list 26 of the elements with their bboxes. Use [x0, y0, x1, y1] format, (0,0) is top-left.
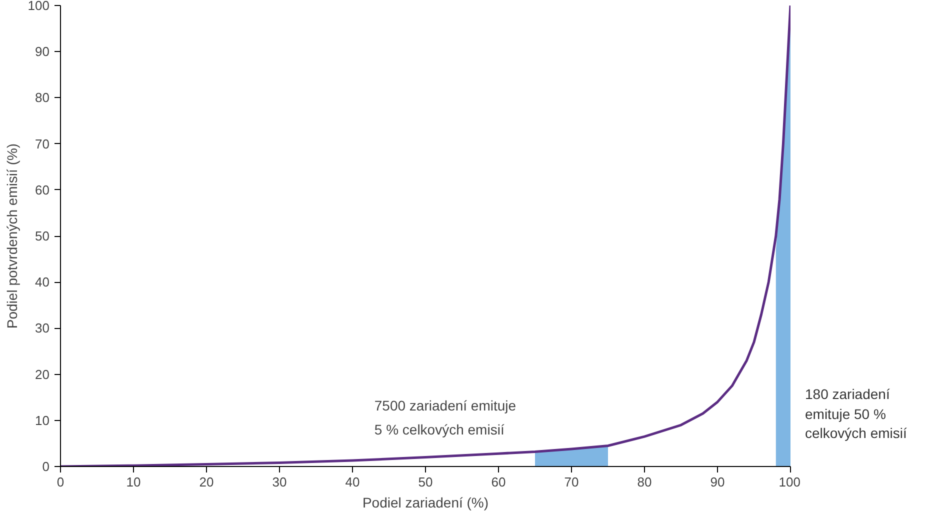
y-tick-label: 70	[35, 136, 50, 152]
text: 180 zariadení emituje 50 % celkových emisií	[805, 385, 907, 444]
x-axis-title: Podiel zariadení (%)	[362, 494, 489, 510]
annotation: 7500 zariadení emituje 5 % celkových emisií	[374, 397, 516, 438]
x-tick-label: 40	[345, 474, 360, 490]
y-tick-label: 100	[28, 0, 50, 13]
y-tick-label: 20	[35, 366, 50, 382]
x-tick-label: 10	[126, 474, 141, 490]
y-tick-label: 50	[35, 228, 50, 244]
y-axis-title: Podiel potvrdených emisií (%)	[4, 143, 20, 329]
x-tick-label: 100	[778, 474, 801, 490]
y-tick-label: 40	[35, 274, 50, 290]
x-tick-label: 60	[491, 474, 506, 490]
x-tick-label: 50	[418, 474, 433, 490]
x-tick-label: 20	[199, 474, 214, 490]
y-tick-label: 80	[35, 90, 50, 106]
y-tick-label: 10	[35, 412, 50, 428]
x-tick-label: 70	[564, 474, 579, 490]
y-tick-label: 60	[35, 182, 50, 198]
y-tick-label: 30	[35, 320, 50, 336]
x-tick-label: 90	[710, 474, 725, 490]
x-tick-label: 0	[56, 474, 64, 490]
y-tick-label: 0	[42, 459, 50, 474]
x-tick-label: 80	[637, 474, 652, 490]
x-tick-label: 30	[272, 474, 287, 490]
y-tick-label: 90	[35, 44, 50, 60]
